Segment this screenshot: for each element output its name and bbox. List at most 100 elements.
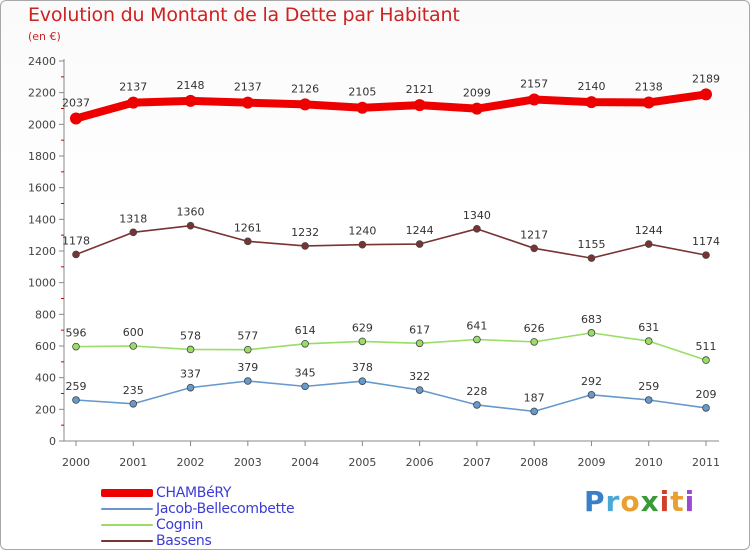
data-label: 2121 bbox=[406, 83, 434, 96]
data-point bbox=[129, 342, 138, 350]
data-point bbox=[587, 329, 596, 337]
data-point bbox=[644, 240, 653, 248]
data-label: 2138 bbox=[635, 80, 663, 93]
data-label: 2189 bbox=[692, 72, 720, 85]
data-label: 2140 bbox=[577, 80, 605, 93]
legend-swatch bbox=[101, 540, 153, 542]
data-point bbox=[473, 335, 481, 344]
data-label: 1232 bbox=[291, 226, 319, 239]
data-point bbox=[642, 96, 655, 109]
y-tick-label: 1800 bbox=[28, 150, 56, 163]
series-line bbox=[75, 380, 707, 413]
data-point bbox=[129, 399, 138, 408]
x-tick-label: 2005 bbox=[348, 456, 376, 469]
data-label: 596 bbox=[66, 327, 87, 340]
chart-title: Evolution du Montant de la Dette par Hab… bbox=[28, 4, 460, 26]
data-label: 337 bbox=[180, 368, 201, 381]
data-point bbox=[358, 240, 367, 249]
data-label: 2105 bbox=[348, 86, 376, 99]
y-tick-label: 800 bbox=[35, 308, 56, 321]
data-point bbox=[186, 221, 195, 230]
logo-letter: t bbox=[670, 485, 685, 518]
data-label: 1178 bbox=[62, 234, 90, 247]
data-point bbox=[644, 396, 653, 404]
data-point bbox=[415, 339, 424, 348]
x-tick-label: 2009 bbox=[577, 456, 605, 469]
data-label: 614 bbox=[295, 324, 316, 337]
data-point bbox=[415, 386, 424, 394]
legend-label: Jacob-Bellecombette bbox=[156, 501, 295, 517]
data-point bbox=[358, 377, 367, 385]
data-label: 209 bbox=[696, 388, 717, 401]
data-point bbox=[413, 99, 426, 112]
x-tick-label: 2003 bbox=[234, 456, 262, 469]
legend-label: Bassens bbox=[156, 533, 212, 549]
y-tick-label: 400 bbox=[35, 372, 56, 385]
data-label: 345 bbox=[295, 366, 316, 379]
data-point bbox=[301, 382, 309, 391]
data-label: 641 bbox=[466, 320, 487, 333]
logo-letter: i bbox=[684, 485, 696, 518]
data-point bbox=[530, 244, 538, 253]
data-point bbox=[470, 102, 483, 115]
y-tick-label: 2400 bbox=[28, 55, 56, 68]
data-label: 1360 bbox=[177, 206, 205, 219]
data-label: 235 bbox=[123, 384, 144, 397]
data-label: 1174 bbox=[692, 235, 720, 248]
data-label: 1244 bbox=[635, 224, 663, 237]
legend-label: Cognin bbox=[156, 517, 204, 533]
data-label: 292 bbox=[581, 375, 602, 388]
data-point bbox=[356, 101, 369, 114]
legend-swatch bbox=[101, 489, 153, 497]
logo-letter: x bbox=[640, 485, 660, 518]
data-point bbox=[415, 240, 424, 248]
data-label: 2137 bbox=[234, 81, 262, 94]
data-point bbox=[301, 242, 309, 250]
data-label: 2137 bbox=[119, 81, 147, 94]
proxiti-logo: Proxiti bbox=[584, 485, 695, 518]
x-tick-label: 2007 bbox=[463, 456, 491, 469]
data-point bbox=[473, 401, 481, 409]
y-tick-label: 0 bbox=[49, 435, 56, 448]
data-point bbox=[186, 345, 195, 354]
data-label: 626 bbox=[524, 322, 545, 335]
data-point bbox=[585, 96, 598, 109]
data-point bbox=[72, 396, 80, 404]
data-label: 2148 bbox=[177, 79, 205, 92]
x-tick-label: 2002 bbox=[177, 456, 205, 469]
data-label: 228 bbox=[466, 385, 487, 398]
data-label: 683 bbox=[581, 313, 602, 326]
data-label: 2157 bbox=[520, 77, 548, 90]
data-point bbox=[587, 254, 596, 262]
data-label: 1244 bbox=[406, 224, 434, 237]
x-tick-label: 2006 bbox=[406, 456, 434, 469]
data-point bbox=[72, 342, 80, 351]
data-label: 259 bbox=[66, 380, 87, 393]
x-tick-label: 2011 bbox=[692, 456, 720, 469]
data-label: 1217 bbox=[520, 228, 548, 241]
data-label: 617 bbox=[409, 323, 430, 336]
data-label: 378 bbox=[352, 361, 373, 374]
data-point bbox=[70, 112, 82, 125]
data-label: 578 bbox=[180, 329, 201, 342]
legend-swatch bbox=[101, 524, 153, 526]
data-label: 1261 bbox=[234, 221, 262, 234]
data-label: 511 bbox=[696, 340, 717, 353]
legend-item: Jacob-Bellecombette bbox=[101, 501, 361, 517]
data-label: 1340 bbox=[463, 209, 491, 222]
data-point bbox=[644, 337, 653, 345]
x-tick-label: 2001 bbox=[119, 456, 147, 469]
legend-label: CHAMBéRY bbox=[156, 485, 232, 501]
data-label: 1318 bbox=[119, 212, 147, 225]
data-label: 187 bbox=[524, 391, 545, 404]
data-point bbox=[530, 338, 538, 346]
data-point bbox=[184, 94, 197, 107]
data-point bbox=[244, 377, 252, 385]
x-tick-label: 2000 bbox=[62, 456, 90, 469]
data-label: 600 bbox=[123, 326, 144, 339]
data-point bbox=[702, 404, 710, 412]
y-tick-label: 1000 bbox=[28, 277, 56, 290]
data-point bbox=[299, 98, 312, 111]
series-line bbox=[75, 332, 707, 361]
